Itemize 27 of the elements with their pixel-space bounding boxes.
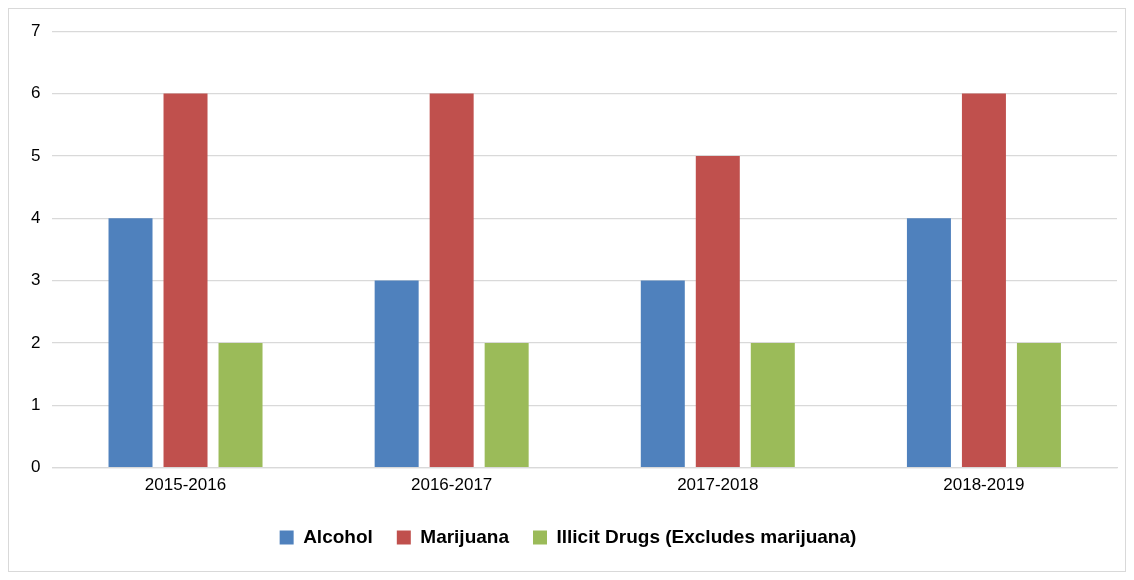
legend-label: Alcohol: [303, 525, 373, 547]
bar: [1016, 342, 1061, 467]
legend-label: Marijuana: [420, 525, 510, 547]
x-tick-label: 2018-2019: [943, 475, 1025, 495]
bar: [640, 280, 685, 467]
bar: [961, 93, 1006, 467]
bar: [163, 93, 208, 467]
y-tick-label: 0: [30, 457, 41, 477]
x-tick-label: 2017-2018: [677, 475, 759, 495]
bar: [218, 342, 263, 467]
bar: [906, 218, 951, 467]
bar: [429, 93, 474, 467]
y-tick-label: 5: [30, 145, 41, 165]
y-tick-label: 4: [30, 207, 41, 227]
bar: [374, 280, 419, 467]
y-tick-label: 7: [30, 20, 41, 40]
y-tick-label: 1: [30, 394, 41, 414]
bar: [108, 218, 153, 467]
bar: [695, 155, 740, 467]
x-tick-label: 2015-2016: [144, 475, 227, 495]
y-tick-label: 3: [30, 270, 41, 290]
y-tick-label: 2: [30, 332, 41, 352]
y-tick-label: 6: [30, 83, 41, 103]
bar: [750, 342, 795, 467]
bar: [484, 342, 529, 467]
legend-label: Illicit Drugs (Excludes marijuana): [556, 525, 857, 547]
x-tick-label: 2016-2017: [411, 475, 493, 495]
